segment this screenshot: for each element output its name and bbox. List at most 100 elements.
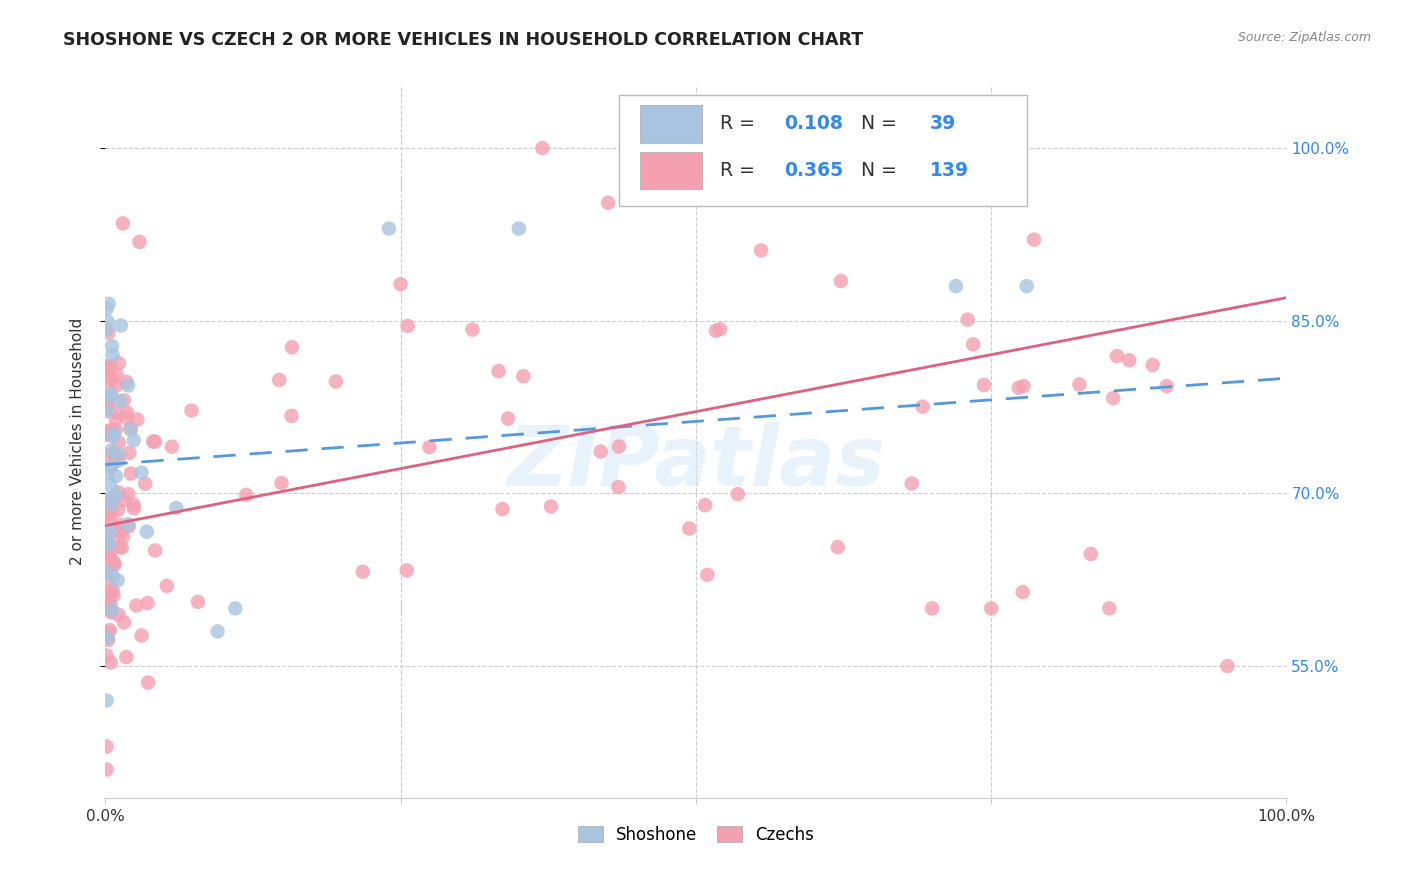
- Text: R =: R =: [720, 161, 761, 180]
- Point: [973, 378, 995, 392]
- Point: [107, 435, 129, 450]
- Point: [98, 537, 121, 551]
- Point: [97, 530, 120, 544]
- Point: [1102, 391, 1125, 405]
- Point: [97, 491, 120, 506]
- Point: [107, 485, 129, 500]
- Point: [103, 446, 125, 460]
- Point: [508, 221, 530, 235]
- Point: [1216, 659, 1239, 673]
- Point: [97, 550, 120, 565]
- Point: [1022, 233, 1045, 247]
- Point: [496, 411, 519, 425]
- Text: 0.365: 0.365: [785, 161, 844, 180]
- Point: [270, 476, 292, 491]
- Point: [97, 425, 120, 439]
- Point: [115, 410, 138, 425]
- Point: [956, 312, 979, 326]
- Point: [1098, 601, 1121, 615]
- Point: [830, 274, 852, 288]
- Point: [96, 566, 118, 580]
- Point: [97, 315, 120, 329]
- Text: N =: N =: [862, 161, 903, 180]
- FancyBboxPatch shape: [619, 95, 1026, 206]
- Point: [540, 500, 562, 514]
- Text: 39: 39: [929, 114, 956, 134]
- Point: [598, 195, 620, 210]
- Point: [120, 421, 142, 435]
- Point: [98, 524, 121, 539]
- Point: [98, 539, 121, 553]
- Text: 139: 139: [929, 161, 969, 180]
- Point: [461, 322, 484, 336]
- Point: [100, 586, 122, 600]
- Point: [135, 524, 157, 539]
- Point: [704, 324, 727, 338]
- Point: [101, 429, 124, 443]
- Point: [693, 498, 716, 512]
- Point: [107, 453, 129, 467]
- Point: [97, 366, 120, 380]
- Point: [122, 434, 145, 448]
- Point: [97, 633, 120, 648]
- Point: [117, 378, 139, 392]
- Point: [117, 487, 139, 501]
- Point: [103, 588, 125, 602]
- Point: [96, 404, 118, 418]
- Y-axis label: 2 or more Vehicles in Household: 2 or more Vehicles in Household: [70, 318, 84, 566]
- Point: [115, 375, 138, 389]
- Point: [96, 739, 118, 754]
- Point: [143, 434, 166, 449]
- Point: [101, 569, 124, 583]
- Point: [103, 558, 125, 572]
- Point: [105, 487, 128, 501]
- Point: [352, 565, 374, 579]
- Point: [100, 423, 122, 437]
- Point: [980, 601, 1002, 615]
- Point: [96, 543, 118, 558]
- Point: [100, 371, 122, 385]
- Point: [104, 412, 127, 426]
- Point: [187, 595, 209, 609]
- Point: [110, 524, 132, 539]
- Point: [280, 409, 302, 423]
- Point: [235, 488, 257, 502]
- Point: [103, 427, 125, 442]
- Point: [96, 565, 118, 579]
- Point: [156, 579, 179, 593]
- Point: [112, 615, 135, 630]
- Point: [117, 406, 139, 420]
- Point: [1008, 381, 1031, 395]
- Point: [97, 466, 120, 480]
- Point: [98, 359, 121, 374]
- Point: [100, 517, 122, 532]
- Point: [107, 447, 129, 461]
- Point: [97, 596, 120, 610]
- Point: [100, 545, 122, 559]
- Point: [727, 487, 749, 501]
- Point: [131, 628, 153, 642]
- Point: [118, 519, 141, 533]
- Point: [101, 583, 124, 598]
- Point: [101, 496, 124, 510]
- Point: [100, 443, 122, 458]
- Text: R =: R =: [720, 114, 761, 134]
- Point: [98, 597, 121, 611]
- Point: [803, 141, 825, 155]
- Point: [945, 279, 967, 293]
- Legend: Shoshone, Czechs: Shoshone, Czechs: [571, 820, 821, 851]
- Point: [100, 497, 122, 511]
- Point: [97, 625, 120, 640]
- Point: [108, 539, 131, 553]
- Point: [98, 460, 121, 475]
- Point: [143, 543, 166, 558]
- Point: [325, 375, 347, 389]
- Point: [207, 624, 229, 639]
- Point: [110, 318, 132, 333]
- Point: [678, 521, 700, 535]
- Point: [134, 476, 156, 491]
- Point: [108, 394, 131, 409]
- Point: [488, 364, 510, 378]
- Point: [96, 449, 118, 463]
- Point: [97, 494, 120, 508]
